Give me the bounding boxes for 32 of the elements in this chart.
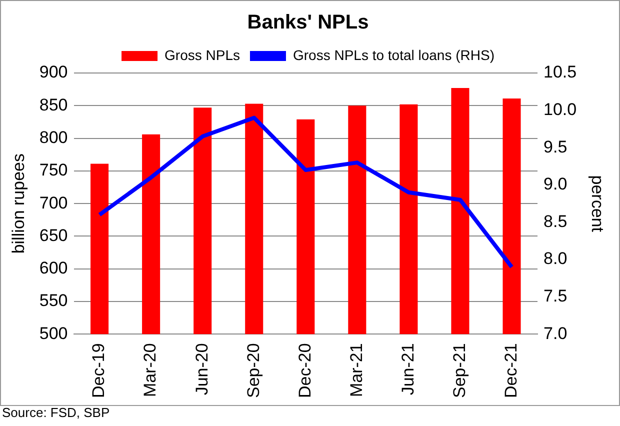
y2-tick-label: 8.0 (544, 249, 568, 268)
y2-tick-label: 10.0 (544, 100, 577, 119)
chart-title: Banks' NPLs (247, 12, 369, 34)
y-tick-label: 900 (39, 62, 68, 82)
x-tick-label: Sep-21 (450, 343, 469, 398)
legend-label: Gross NPLs (164, 46, 240, 63)
y-tick-label: 700 (39, 193, 68, 212)
y-tick-label: 750 (39, 160, 68, 180)
x-tick-label: Jun-21 (398, 343, 418, 396)
x-tick-label: Mar-20 (140, 343, 160, 398)
x-tick-label: Jun-20 (192, 343, 212, 396)
y-tick-label: 550 (39, 291, 68, 310)
y2-axis-title: percent (588, 175, 608, 232)
y2-tick-label: 7.5 (544, 286, 568, 306)
y-tick-label: 500 (39, 324, 68, 343)
x-tick-label: Sep-20 (244, 343, 263, 398)
y-tick-label: 800 (39, 128, 68, 147)
y-tick-label: 600 (39, 258, 68, 278)
y2-tick-label: 10.5 (544, 62, 577, 82)
x-tick-label: Dec-21 (501, 343, 520, 398)
y-axis-title: billion rupees (8, 153, 28, 254)
x-tick-label: Dec-20 (295, 343, 314, 398)
source-note: Source: FSD, SBP (2, 405, 110, 420)
y2-tick-label: 9.0 (544, 174, 568, 194)
x-tick-label: Mar-21 (346, 343, 366, 398)
y2-tick-label: 8.5 (544, 212, 568, 231)
y-tick-label: 650 (39, 226, 68, 245)
y2-tick-label: 9.5 (544, 137, 568, 156)
y-tick-label: 850 (39, 95, 68, 114)
legend-label: Gross NPLs to total loans (RHS) (292, 46, 494, 63)
x-tick-label: Dec-19 (89, 343, 108, 398)
y2-tick-label: 7.0 (544, 324, 568, 343)
